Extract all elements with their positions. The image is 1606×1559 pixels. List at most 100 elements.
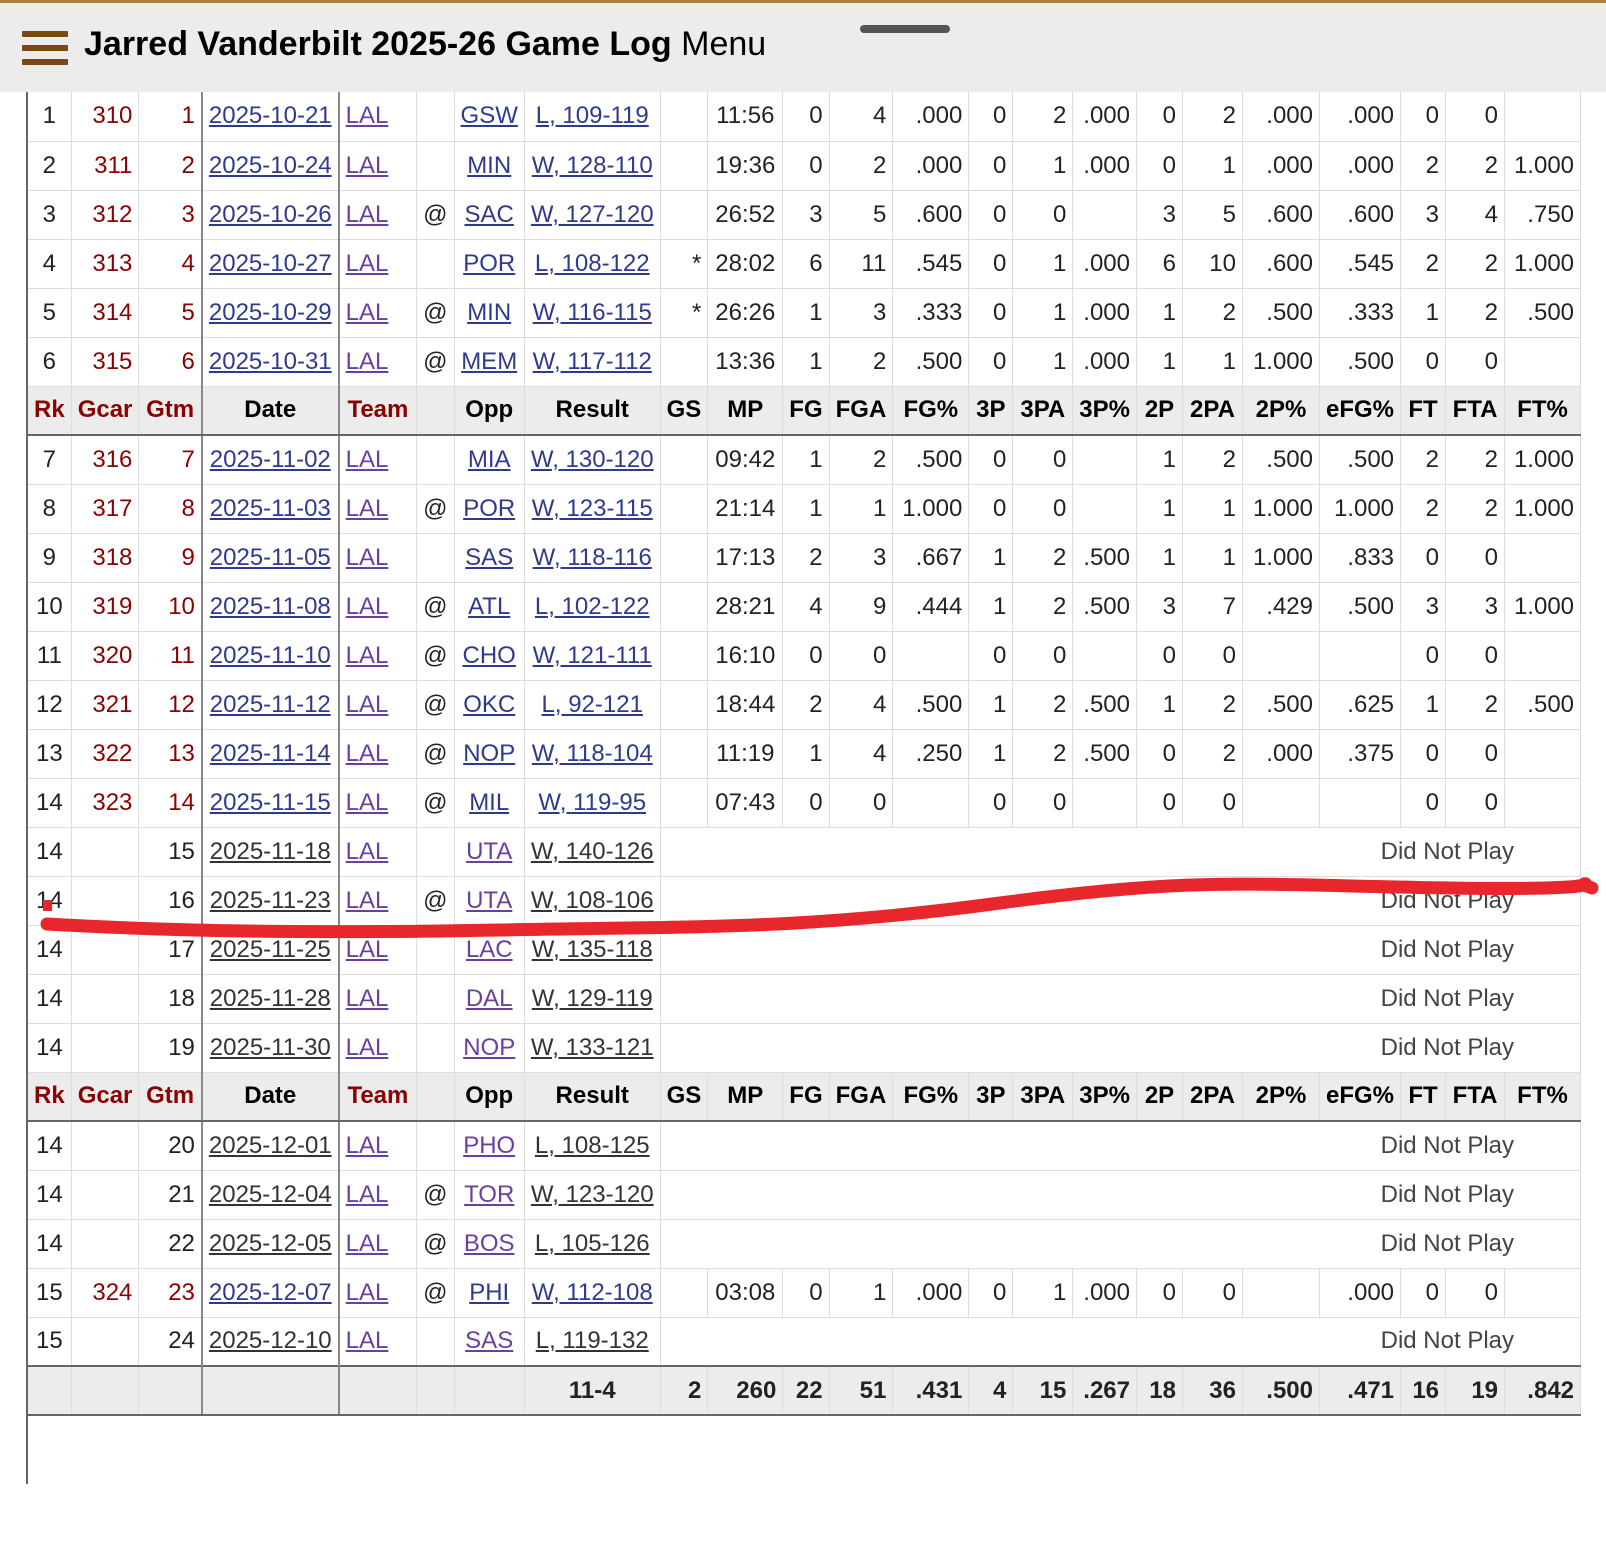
hdr-2p[interactable]: 2P bbox=[1136, 1072, 1183, 1122]
opp-cell-link[interactable]: POR bbox=[463, 494, 516, 522]
result-cell-link[interactable]: L, 92-121 bbox=[541, 690, 643, 718]
date-cell-link[interactable]: 2025-12-10 bbox=[208, 1327, 332, 1355]
hdr-efg[interactable]: eFG% bbox=[1319, 386, 1402, 436]
hdr-2pa[interactable]: 2PA bbox=[1182, 386, 1243, 436]
team-cell-link[interactable]: LAL bbox=[345, 1131, 389, 1159]
date-cell-link[interactable]: 2025-10-26 bbox=[208, 200, 332, 228]
opp-cell-link[interactable]: POR bbox=[463, 249, 516, 277]
team-cell-link[interactable]: LAL bbox=[345, 1180, 389, 1208]
team-cell-link[interactable]: LAL bbox=[345, 739, 389, 767]
hdr-3pp[interactable]: 3P% bbox=[1072, 1072, 1137, 1122]
date-cell-link[interactable]: 2025-10-24 bbox=[208, 151, 332, 179]
opp-cell-link[interactable]: MEM bbox=[461, 347, 518, 375]
date-cell-link[interactable]: 2025-10-21 bbox=[208, 102, 332, 130]
opp-cell-link[interactable]: UTA bbox=[466, 837, 513, 865]
team-cell-link[interactable]: LAL bbox=[345, 347, 389, 375]
team-cell-link[interactable]: LAL bbox=[345, 494, 389, 522]
opp-cell-link[interactable]: SAS bbox=[465, 543, 514, 571]
team-cell-link[interactable]: LAL bbox=[345, 935, 389, 963]
result-cell-link[interactable]: W, 128-110 bbox=[531, 151, 653, 179]
date-cell-link[interactable]: 2025-10-27 bbox=[208, 249, 332, 277]
hdr-3pp[interactable]: 3P% bbox=[1072, 386, 1137, 436]
date-cell-link[interactable]: 2025-11-02 bbox=[209, 445, 331, 473]
hdr-team[interactable]: Team bbox=[338, 386, 418, 436]
team-cell-link[interactable]: LAL bbox=[345, 641, 389, 669]
date-cell-link[interactable]: 2025-12-01 bbox=[208, 1131, 332, 1159]
hdr-gs[interactable]: GS bbox=[660, 1072, 709, 1122]
hdr-opp[interactable]: Opp bbox=[454, 1072, 525, 1122]
hdr-mp[interactable]: MP bbox=[707, 1072, 784, 1122]
result-cell-link[interactable]: W, 118-116 bbox=[532, 543, 652, 571]
result-cell-link[interactable]: L, 109-119 bbox=[535, 102, 649, 130]
team-cell-link[interactable]: LAL bbox=[345, 249, 389, 277]
hdr-fgp[interactable]: FG% bbox=[892, 1072, 970, 1122]
date-cell-link[interactable]: 2025-11-12 bbox=[209, 690, 331, 718]
result-cell-link[interactable]: W, 129-119 bbox=[531, 984, 653, 1012]
team-cell-link[interactable]: LAL bbox=[345, 788, 389, 816]
hdr-3pa[interactable]: 3PA bbox=[1012, 1072, 1074, 1122]
team-cell-link[interactable]: LAL bbox=[345, 1278, 389, 1306]
result-cell-link[interactable]: W, 130-120 bbox=[530, 445, 654, 473]
result-cell-link[interactable]: W, 127-120 bbox=[530, 200, 654, 228]
hdr-fta[interactable]: FTA bbox=[1445, 386, 1506, 436]
result-cell-link[interactable]: W, 121-111 bbox=[532, 641, 652, 669]
result-cell-link[interactable]: W, 135-118 bbox=[531, 935, 653, 963]
team-cell-link[interactable]: LAL bbox=[345, 445, 389, 473]
hdr-mp[interactable]: MP bbox=[707, 386, 784, 436]
result-cell-link[interactable]: L, 108-125 bbox=[534, 1131, 650, 1159]
team-cell-link[interactable]: LAL bbox=[345, 1033, 389, 1061]
opp-cell-link[interactable]: DAL bbox=[465, 984, 513, 1012]
result-cell-link[interactable]: W, 116-115 bbox=[532, 298, 652, 326]
result-cell-link[interactable]: L, 105-126 bbox=[534, 1229, 650, 1257]
opp-cell-link[interactable]: SAS bbox=[465, 1327, 514, 1355]
opp-cell-link[interactable]: MIA bbox=[467, 445, 511, 473]
hdr-3pa[interactable]: 3PA bbox=[1012, 386, 1074, 436]
opp-cell-link[interactable]: ATL bbox=[468, 592, 511, 620]
result-cell-link[interactable]: W, 108-106 bbox=[530, 886, 654, 914]
hdr-team[interactable]: Team bbox=[338, 1072, 418, 1122]
date-cell-link[interactable]: 2025-11-10 bbox=[209, 641, 331, 669]
team-cell-link[interactable]: LAL bbox=[345, 886, 389, 914]
date-cell-link[interactable]: 2025-11-30 bbox=[209, 1033, 331, 1061]
team-cell-link[interactable]: LAL bbox=[345, 151, 389, 179]
hdr-gs[interactable]: GS bbox=[660, 386, 709, 436]
opp-cell-link[interactable]: OKC bbox=[463, 690, 516, 718]
date-cell-link[interactable]: 2025-11-23 bbox=[209, 886, 331, 914]
opp-cell-link[interactable]: MIN bbox=[467, 298, 512, 326]
result-cell-link[interactable]: W, 123-120 bbox=[530, 1180, 654, 1208]
result-cell-link[interactable]: W, 118-104 bbox=[531, 739, 653, 767]
hdr-2pp[interactable]: 2P% bbox=[1242, 1072, 1320, 1122]
opp-cell-link[interactable]: CHO bbox=[462, 641, 516, 669]
result-cell-link[interactable]: W, 112-108 bbox=[531, 1278, 653, 1306]
opp-cell-link[interactable]: NOP bbox=[463, 739, 516, 767]
date-cell-link[interactable]: 2025-11-15 bbox=[209, 788, 331, 816]
result-cell-link[interactable]: W, 123-115 bbox=[531, 494, 653, 522]
date-cell-link[interactable]: 2025-11-25 bbox=[209, 935, 331, 963]
opp-cell-link[interactable]: LAC bbox=[465, 935, 513, 963]
hdr-result[interactable]: Result bbox=[524, 1072, 661, 1122]
team-cell-link[interactable]: LAL bbox=[345, 200, 389, 228]
date-cell-link[interactable]: 2025-11-14 bbox=[209, 739, 331, 767]
date-cell-link[interactable]: 2025-10-31 bbox=[208, 347, 332, 375]
team-cell-link[interactable]: LAL bbox=[345, 1229, 389, 1257]
result-cell-link[interactable]: L, 102-122 bbox=[534, 592, 650, 620]
date-cell-link[interactable]: 2025-11-08 bbox=[209, 592, 331, 620]
team-cell-link[interactable]: LAL bbox=[345, 837, 389, 865]
date-cell-link[interactable]: 2025-11-05 bbox=[209, 543, 331, 571]
hdr-date[interactable]: Date bbox=[201, 1072, 340, 1122]
hdr-at[interactable] bbox=[416, 386, 455, 436]
hamburger-menu-icon[interactable] bbox=[22, 31, 68, 71]
team-cell-link[interactable]: LAL bbox=[345, 298, 389, 326]
date-cell-link[interactable]: 2025-11-18 bbox=[209, 837, 331, 865]
hdr-fga[interactable]: FGA bbox=[829, 1072, 894, 1122]
hdr-ftp[interactable]: FT% bbox=[1504, 386, 1582, 436]
hdr-3p[interactable]: 3P bbox=[968, 386, 1014, 436]
hdr-2pa[interactable]: 2PA bbox=[1182, 1072, 1243, 1122]
opp-cell-link[interactable]: BOS bbox=[463, 1229, 515, 1257]
hdr-ftp[interactable]: FT% bbox=[1504, 1072, 1582, 1122]
opp-cell-link[interactable]: PHI bbox=[469, 1278, 510, 1306]
hdr-fta[interactable]: FTA bbox=[1445, 1072, 1506, 1122]
date-cell-link[interactable]: 2025-11-03 bbox=[209, 494, 331, 522]
opp-cell-link[interactable]: MIN bbox=[467, 151, 512, 179]
result-cell-link[interactable]: W, 133-121 bbox=[530, 1033, 654, 1061]
